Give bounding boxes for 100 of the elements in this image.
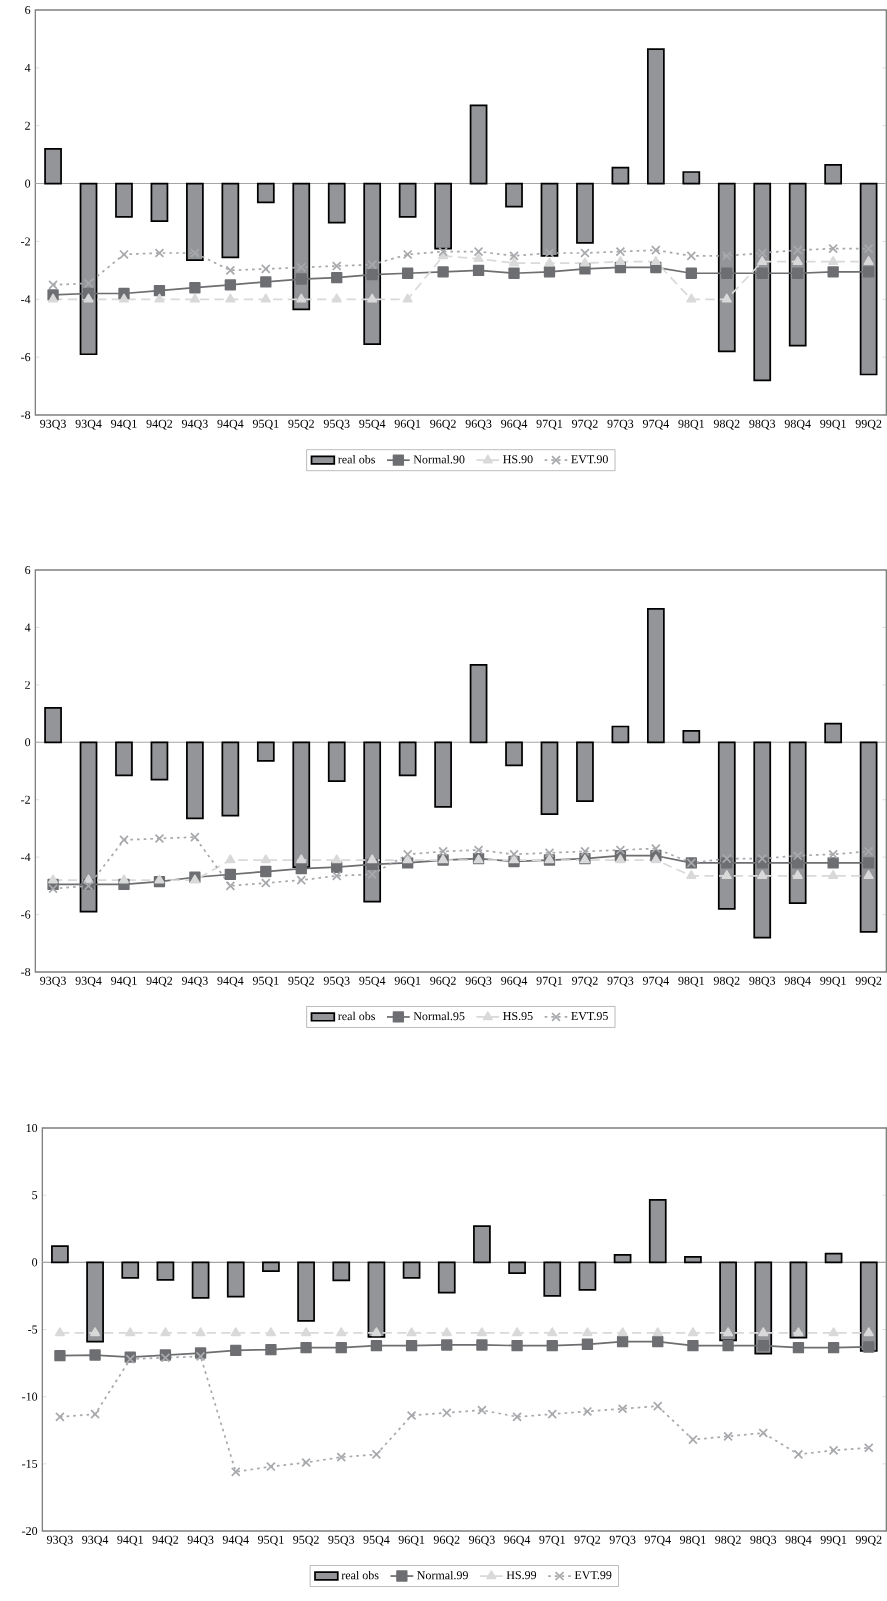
x-tick-label: 93Q4 [75,419,102,430]
x-tick-label: 98Q1 [679,1535,706,1546]
y-tick-label: -6 [20,353,31,362]
x-tick-label: 96Q4 [500,419,528,430]
x-tick-label: 98Q2 [713,419,740,430]
legend-label: real obs [337,1011,375,1021]
x-tick-label: 94Q2 [146,419,172,430]
x-tick-label: 97Q3 [609,1535,636,1546]
x-tick-label: 94Q1 [110,419,137,430]
x-tick-label: 97Q2 [571,419,598,430]
x-tick-label: 97Q4 [642,419,669,430]
y-tick-label: 0 [24,179,31,188]
x-tick-label: 99Q2 [855,976,882,987]
legend-label: EVT.95 [571,1011,608,1021]
y-tick-label: -10 [21,1392,38,1401]
x-tick-label: 98Q2 [713,976,740,987]
x-tick-label: 94Q1 [110,976,137,987]
x-tick-label: 95Q4 [359,976,386,987]
x-tick-label: 99Q1 [820,976,846,987]
x-tick-label: 96Q2 [433,1535,460,1546]
x-tick-label: 95Q2 [292,1535,319,1546]
x-tick-label: 96Q4 [500,976,528,987]
x-tick-label: 95Q1 [252,976,279,987]
x-tick-label: 94Q2 [152,1535,178,1546]
x-tick-label: 93Q4 [81,1535,109,1546]
x-tick-label: 98Q3 [749,419,775,430]
x-tick-label: 95Q4 [359,419,386,430]
y-tick-label: 4 [24,63,31,72]
x-tick-label: 98Q4 [785,1535,812,1546]
x-tick-label: 94Q3 [187,1535,214,1546]
x-tick-label: 96Q2 [430,976,456,987]
x-tick-label: 93Q3 [46,1535,73,1546]
x-tick-label: 97Q4 [644,1535,671,1546]
x-tick-label: 97Q1 [539,1535,565,1546]
x-tick-label: 94Q2 [146,976,172,987]
x-tick-label: 93Q3 [39,976,66,987]
x-tick-label: 97Q3 [607,419,634,430]
legend-label: HS.90 [502,455,533,464]
x-tick-label: 99Q2 [855,1535,882,1546]
x-tick-label: 96Q1 [398,1535,425,1546]
x-tick-label: 98Q3 [750,1535,776,1546]
y-tick-label: -5 [27,1325,38,1334]
x-tick-label: 98Q4 [784,419,811,430]
y-tick-label: -4 [20,295,31,304]
y-tick-label: -2 [20,795,30,804]
x-tick-label: 94Q1 [117,1535,143,1546]
x-tick-label: 97Q1 [536,976,562,987]
y-tick-label: -8 [20,410,31,420]
legend-label: real obs [341,1570,379,1580]
y-tick-label: 2 [24,680,30,689]
legend-label: HS.95 [502,1011,533,1021]
x-tick-label: 95Q3 [323,976,350,987]
legend-label: Normal.90 [413,455,465,464]
y-tick-label: -20 [21,1526,38,1536]
x-tick-label: 96Q2 [430,419,456,430]
x-tick-label: 95Q2 [288,419,314,430]
x-tick-label: 94Q4 [217,419,244,430]
legend-label: real obs [337,455,375,464]
y-tick-label: 10 [26,1123,38,1133]
legend-label: Normal.95 [413,1011,465,1021]
x-tick-label: 97Q4 [642,976,669,987]
x-tick-label: 94Q3 [181,419,208,430]
x-tick-label: 93Q3 [39,419,66,430]
x-tick-label: 98Q3 [749,976,775,987]
x-tick-label: 98Q2 [714,1535,741,1546]
x-tick-label: 97Q1 [536,419,562,430]
x-tick-label: 95Q1 [252,419,279,430]
x-tick-label: 93Q4 [75,976,102,987]
x-tick-label: 99Q2 [855,419,882,430]
x-tick-label: 95Q2 [288,976,314,987]
x-tick-label: 99Q1 [820,1535,847,1546]
y-tick-label: -2 [20,237,30,246]
x-tick-label: 96Q3 [465,976,492,987]
x-tick-label: 98Q1 [678,976,704,987]
legend-label: Normal.99 [416,1570,468,1580]
x-tick-label: 96Q3 [465,419,492,430]
x-tick-label: 98Q4 [784,976,811,987]
legend-label: EVT.99 [574,1571,612,1580]
x-tick-label: 96Q4 [503,1535,531,1546]
x-tick-label: 94Q4 [222,1535,249,1546]
x-tick-label: 94Q3 [181,976,208,987]
y-tick-label: -8 [20,967,31,977]
legend-label: HS.99 [506,1571,536,1580]
x-tick-label: 96Q1 [394,976,421,987]
x-tick-label: 96Q1 [394,419,421,430]
y-tick-label: -15 [21,1459,38,1468]
y-tick-label: 2 [24,121,30,130]
x-tick-label: 98Q1 [678,419,704,430]
x-tick-label: 99Q1 [820,419,846,430]
x-tick-label: 94Q4 [217,976,244,987]
x-tick-label: 95Q1 [257,1535,284,1546]
y-tick-label: 6 [24,5,31,15]
x-tick-label: 95Q3 [323,419,350,430]
y-tick-label: 0 [24,738,31,747]
y-tick-label: 5 [32,1191,38,1200]
legend-label: EVT.90 [571,455,608,464]
y-tick-label: -6 [20,910,31,919]
x-tick-label: 95Q3 [328,1535,354,1546]
y-tick-label: 6 [24,565,31,575]
y-tick-label: 0 [31,1258,38,1267]
